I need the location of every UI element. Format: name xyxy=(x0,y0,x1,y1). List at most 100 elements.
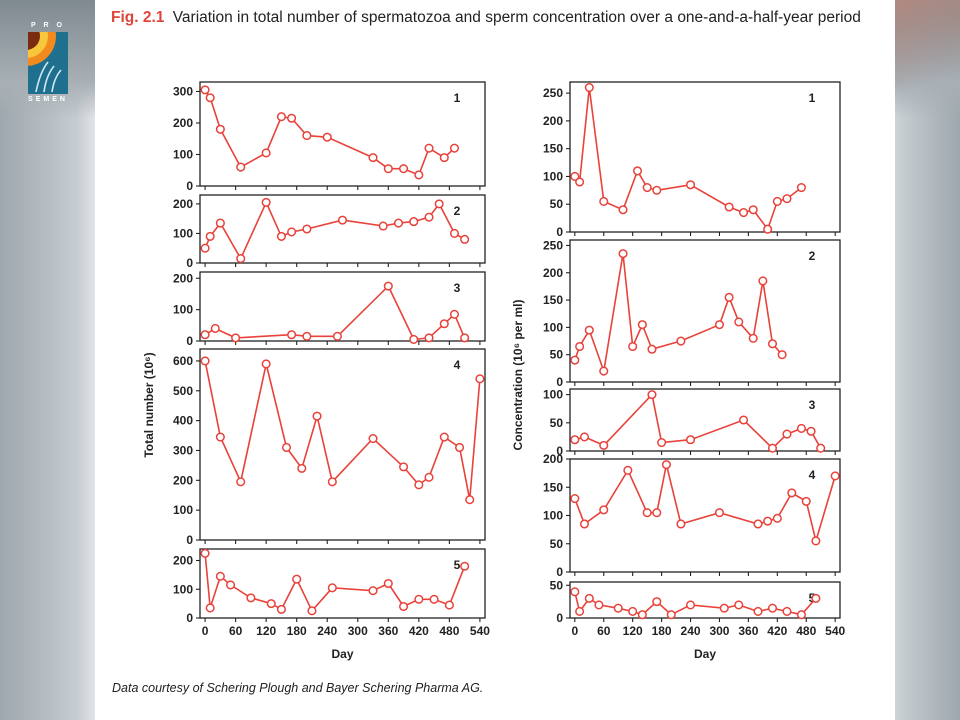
panel-8-data-point xyxy=(599,440,609,450)
panel-7-data-point xyxy=(758,276,768,286)
panel-4-data-point xyxy=(236,477,246,487)
panel-10-data-point xyxy=(719,603,729,613)
panel-9-frame xyxy=(569,458,841,573)
panel-9-ytick-label: 200 xyxy=(543,452,563,466)
panel-2-ytick-label: 200 xyxy=(173,197,193,211)
panel-9-data-point xyxy=(661,460,671,470)
panel-9-data-point xyxy=(714,508,725,518)
left-xaxis-title: Day xyxy=(331,647,353,661)
panel-4-ytick-label: 400 xyxy=(173,414,193,428)
panel-1-data-point xyxy=(276,112,286,122)
panel-7-ytick-label: 50 xyxy=(550,348,564,362)
panel-4-data-point xyxy=(399,462,409,472)
panel-7-ytick-label: 250 xyxy=(543,238,563,252)
panel-4-data-point xyxy=(261,359,271,369)
panel-1-data-point xyxy=(200,85,210,95)
panel-1-data-point xyxy=(287,113,297,123)
panel-4-ytick-label: 600 xyxy=(173,354,193,368)
panel-6-data-point xyxy=(575,177,585,187)
panel-1-data-point xyxy=(261,148,271,158)
panel-1-data-point xyxy=(215,124,225,134)
panel-2-data-point xyxy=(434,199,444,209)
panel-6-ytick-label: 250 xyxy=(543,86,563,100)
panel-7-ytick-label: 150 xyxy=(543,293,563,307)
panel-9-ytick-label: 50 xyxy=(550,537,564,551)
panel-10-data-point xyxy=(584,593,594,603)
panel-7-ytick-label: 200 xyxy=(543,266,563,280)
panel-4-data-point xyxy=(281,442,292,453)
panel-2-data-point xyxy=(393,218,404,228)
panel-6-data-point xyxy=(739,208,749,218)
panel-5-data-point xyxy=(414,594,424,604)
panel-1-ytick-label: 300 xyxy=(173,84,193,98)
panel-10-data-point xyxy=(594,600,604,610)
panel-8-data-point xyxy=(782,429,792,439)
panel-7-series-line xyxy=(574,253,783,372)
panel-5-data-point xyxy=(307,606,317,616)
panel-6-data-point xyxy=(772,196,782,206)
panel-1-data-point xyxy=(439,153,449,163)
panel-9-number: 4 xyxy=(809,468,816,482)
panel-5-series-line xyxy=(204,553,466,613)
panel-9-data-point xyxy=(811,536,821,546)
panel-6-data-point xyxy=(685,180,696,190)
panel-6-data-point xyxy=(782,194,792,204)
panel-2-data-point xyxy=(215,218,225,228)
panel-4-data-point xyxy=(455,442,465,453)
panel-7-data-point xyxy=(748,333,758,343)
panel-8-ytick-label: 0 xyxy=(556,444,563,458)
panel-5-number: 5 xyxy=(454,558,461,572)
panel-10-data-point xyxy=(782,606,792,617)
panel-7-data-point xyxy=(584,325,594,335)
panel-9-series-line xyxy=(574,464,836,544)
panel-4-frame xyxy=(199,348,486,541)
panel-10-xtick-label: 360 xyxy=(738,624,758,638)
panel-8-data-point xyxy=(647,390,657,400)
panel-9-data-point xyxy=(676,519,686,529)
panel-7-data-point xyxy=(628,341,638,352)
panel-8-data-point xyxy=(570,435,580,445)
panel-10-data-point xyxy=(767,603,778,613)
panel-9-data-point xyxy=(579,519,590,529)
panel-1-data-point xyxy=(302,131,312,141)
panel-3-ytick-label: 0 xyxy=(186,334,193,348)
panel-2-ytick-label: 100 xyxy=(173,226,193,240)
panel-7-data-point xyxy=(724,292,734,302)
panel-5-data-point xyxy=(399,601,409,612)
figure-credit: Data courtesy of Schering Plough and Bay… xyxy=(112,681,484,695)
panel-4-ytick-label: 300 xyxy=(173,443,193,457)
figure-title-text: Variation in total number of spermatozoa… xyxy=(172,9,861,26)
panel-1-data-point xyxy=(205,93,215,103)
panel-6-data-point xyxy=(796,183,806,193)
panel-10-xtick-label: 60 xyxy=(597,624,611,638)
panel-10-data-point xyxy=(753,606,763,617)
panel-10-data-point xyxy=(796,610,806,620)
panel-5-xtick-label: 0 xyxy=(202,624,209,638)
panel-2-data-point xyxy=(276,231,286,241)
panel-4-series-line xyxy=(204,360,481,500)
panel-1-data-point xyxy=(449,143,460,153)
panel-8-ytick-label: 100 xyxy=(543,388,563,402)
panel-6-ytick-label: 50 xyxy=(550,197,564,211)
panel-3-number: 3 xyxy=(454,281,461,295)
panel-5-data-point xyxy=(200,548,210,558)
panel-5-data-point xyxy=(246,593,256,603)
left-yaxis-title: Total number (10⁶) xyxy=(142,352,156,457)
panel-1-data-point xyxy=(322,132,332,142)
panel-2-data-point xyxy=(460,234,470,244)
panel-3-data-point xyxy=(302,331,312,341)
panel-2-data-point xyxy=(261,197,271,207)
panel-3-series-line xyxy=(204,284,466,341)
panel-4-data-point xyxy=(297,463,307,473)
panel-10-frame xyxy=(569,581,841,619)
panel-5-xtick-label: 420 xyxy=(409,624,429,638)
panel-3-ytick-label: 200 xyxy=(173,271,193,285)
panel-3-data-point xyxy=(332,331,342,341)
panel-5-xtick-label: 120 xyxy=(256,624,276,638)
panel-9-data-point xyxy=(570,494,580,504)
panel-6-data-point xyxy=(652,185,662,195)
panel-8-number: 3 xyxy=(809,398,816,412)
panel-2-data-point xyxy=(449,228,460,238)
panel-4-ytick-label: 200 xyxy=(173,473,193,487)
panel-10-data-point xyxy=(685,600,696,610)
